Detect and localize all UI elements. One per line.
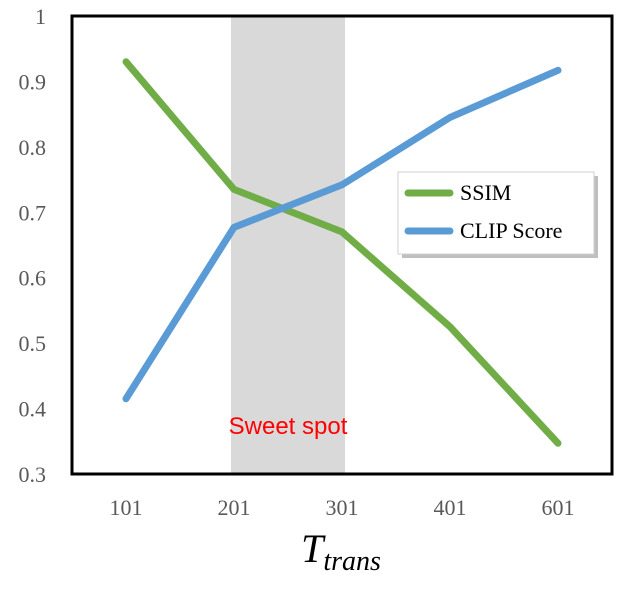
legend-box bbox=[397, 171, 595, 255]
x-tick-label: 601 bbox=[542, 495, 575, 520]
highlight-label: Sweet spot bbox=[229, 413, 348, 440]
x-tick-label: 201 bbox=[218, 495, 251, 520]
data-point-clip-score bbox=[233, 226, 235, 228]
x-tick-label: 301 bbox=[326, 495, 359, 520]
data-point-clip-score bbox=[449, 116, 451, 118]
highlight-band bbox=[231, 16, 345, 474]
data-point-ssim bbox=[125, 61, 127, 63]
legend-label-ssim: SSIM bbox=[460, 180, 511, 205]
x-axis-label-subscript: trans bbox=[323, 546, 381, 577]
y-tick-label: 0.9 bbox=[19, 69, 47, 94]
data-point-ssim bbox=[341, 231, 343, 233]
y-tick-label: 0.8 bbox=[19, 135, 47, 160]
y-tick-label: 0.7 bbox=[19, 200, 47, 225]
data-point-clip-score bbox=[125, 398, 127, 400]
data-point-ssim bbox=[557, 442, 559, 444]
y-tick-label: 0.4 bbox=[19, 397, 47, 422]
x-tick-label: 101 bbox=[110, 495, 143, 520]
x-axis-label: Ttrans bbox=[301, 526, 381, 577]
data-point-clip-score bbox=[557, 69, 559, 71]
legend-label-clip-score: CLIP Score bbox=[460, 218, 562, 243]
data-point-clip-score bbox=[341, 184, 343, 186]
data-point-ssim bbox=[233, 188, 235, 190]
y-tick-label: 0.3 bbox=[19, 462, 47, 487]
y-tick-label: 0.6 bbox=[19, 266, 47, 291]
plot-frame bbox=[70, 14, 614, 476]
x-tick-label: 401 bbox=[434, 495, 467, 520]
y-tick-label: 0.5 bbox=[19, 331, 47, 356]
data-point-ssim bbox=[449, 326, 451, 328]
y-tick-label: 1 bbox=[35, 4, 46, 29]
x-axis-label-main: T bbox=[301, 526, 326, 571]
